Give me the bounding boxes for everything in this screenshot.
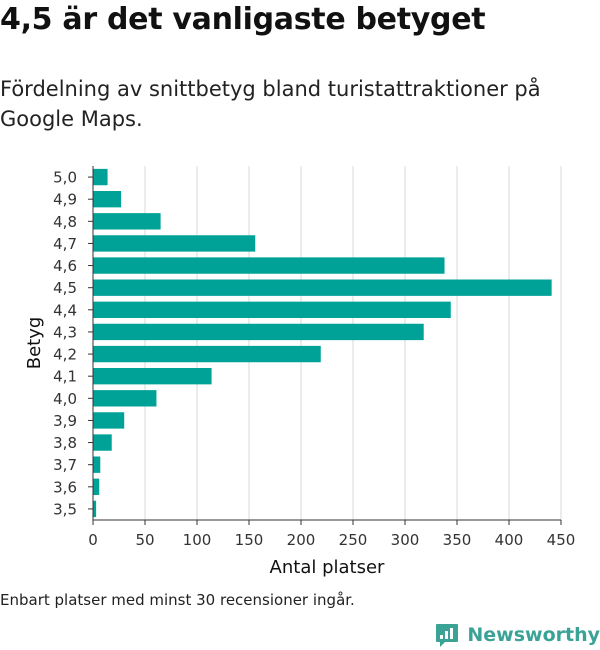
x-tick-label: 0 [88, 531, 98, 549]
bar [93, 235, 256, 252]
y-tick-label: 4,4 [53, 301, 77, 319]
y-tick-label: 4,0 [53, 390, 77, 408]
bar [93, 257, 445, 274]
bar [93, 368, 212, 385]
x-tick-label: 350 [443, 531, 472, 549]
bar-chart: 0 50 100 150 200 250 300 350 400 450 5,0 4,9 4,8 4,7 4… [24, 166, 576, 578]
y-tick-label: 3,6 [53, 478, 77, 496]
x-tick-label: 100 [183, 531, 212, 549]
bar [93, 500, 97, 518]
brand: Newsworthy [434, 620, 600, 650]
bar [93, 213, 161, 230]
x-tick-label: 250 [339, 531, 368, 549]
y-tick-label: 4,6 [53, 257, 77, 275]
x-tick-label: 150 [235, 531, 264, 549]
y-tick-label: 4,5 [53, 279, 77, 297]
y-tick-label: 3,7 [53, 456, 77, 474]
y-tick-label: 4,8 [53, 213, 77, 231]
x-tick-label: 50 [135, 531, 154, 549]
y-tick-label: 3,8 [53, 434, 77, 452]
y-tick-label: 4,7 [53, 235, 77, 253]
newsworthy-logo-icon [436, 624, 459, 647]
x-tick-label: 400 [495, 531, 524, 549]
bar [93, 345, 321, 363]
bar [93, 279, 552, 296]
bar [93, 323, 424, 341]
y-tick-label: 3,5 [53, 500, 77, 518]
bar [93, 456, 101, 473]
x-tick-label: 450 [547, 531, 576, 549]
y-tick-label: 4,3 [53, 323, 77, 341]
x-axis-title: Antal platser [270, 557, 385, 578]
y-tick-label: 3,9 [53, 412, 77, 430]
y-tick-label: 4,9 [53, 191, 77, 209]
chart-subtitle: Fördelning av snittbetyg bland turistatt… [0, 77, 541, 131]
x-tick-label: 300 [391, 531, 420, 549]
bar [93, 412, 125, 429]
footnote: Enbart platser med minst 30 recensioner … [0, 591, 355, 609]
y-axis-title: Betyg [24, 317, 45, 370]
bar [93, 478, 100, 495]
bar [93, 301, 451, 318]
brand-name: Newsworthy [467, 624, 600, 646]
y-tick-label: 5,0 [53, 169, 77, 187]
y-tick-label: 4,2 [53, 346, 77, 364]
bar [93, 434, 112, 451]
bar [93, 168, 108, 186]
bar [93, 191, 122, 208]
x-tick-label: 200 [287, 531, 316, 549]
bar [93, 390, 157, 407]
chart-title: 4,5 är det vanligaste betyget [0, 2, 486, 37]
y-tick-label: 4,1 [53, 368, 77, 386]
